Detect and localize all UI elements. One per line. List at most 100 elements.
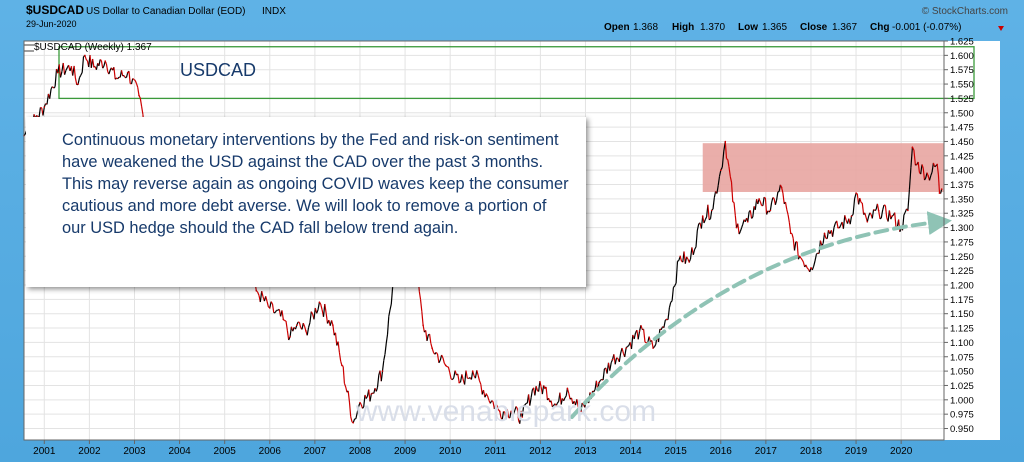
price-point: [720, 169, 722, 171]
price-segment: [516, 408, 520, 421]
price-segment: [356, 406, 360, 413]
price-segment: [363, 394, 366, 407]
source-credit: © StockCharts.com: [922, 6, 1008, 17]
price-segment: [707, 204, 710, 220]
price-point: [789, 232, 792, 235]
price-segment: [123, 75, 126, 78]
price-segment: [786, 209, 789, 215]
y-tick-label: 1.475: [950, 123, 974, 134]
y-tick-label: 1.000: [950, 395, 974, 406]
y-tick-label: 1.275: [950, 237, 974, 248]
price-segment: [78, 75, 82, 78]
price-segment: [633, 332, 637, 340]
price-segment: [878, 210, 881, 219]
y-tick-label: 1.175: [950, 295, 974, 306]
price-segment: [317, 302, 320, 311]
x-tick-label: 2019: [845, 446, 868, 457]
price-segment: [570, 397, 574, 405]
price-segment: [907, 189, 910, 211]
price-point: [747, 221, 749, 223]
price-segment: [132, 78, 135, 81]
y-tick-label: 1.325: [950, 209, 974, 220]
price-point: [370, 393, 373, 395]
price-segment: [482, 389, 486, 398]
price-segment: [931, 162, 934, 173]
price-segment: [894, 212, 897, 228]
price-segment: [506, 409, 510, 418]
price-segment: [728, 166, 731, 177]
price-segment: [576, 399, 579, 408]
price-segment: [133, 79, 136, 81]
price-segment: [430, 342, 433, 349]
price-point: [665, 318, 668, 321]
price-segment: [749, 210, 753, 219]
price-segment: [609, 362, 612, 371]
price-point: [850, 215, 853, 217]
price-segment: [696, 223, 700, 231]
legend-marker: [24, 44, 34, 52]
price-segment: [614, 357, 618, 365]
price-segment: [343, 383, 347, 388]
price-point: [57, 71, 59, 74]
price-segment: [534, 386, 537, 396]
y-tick-label: 1.150: [950, 309, 974, 320]
price-segment: [640, 325, 643, 330]
price-segment: [627, 345, 630, 348]
price-segment: [864, 212, 867, 218]
price-segment: [826, 230, 830, 239]
price-segment: [306, 327, 310, 336]
quote-line: Open 1.368 High 1.370 Low 1.365 Close 1.…: [604, 22, 1004, 33]
price-segment: [54, 68, 58, 87]
price-point: [458, 381, 461, 384]
price-point: [837, 226, 839, 229]
price-segment: [530, 389, 533, 398]
price-segment: [476, 370, 479, 376]
price-segment: [515, 406, 518, 409]
price-segment: [355, 412, 358, 419]
price-segment: [65, 67, 68, 71]
price-segment: [108, 70, 111, 75]
price-segment: [285, 320, 288, 331]
price-segment: [59, 71, 63, 78]
price-segment: [418, 291, 422, 300]
price-segment: [801, 259, 804, 263]
price-segment: [621, 347, 624, 354]
price-segment: [903, 212, 906, 216]
price-segment: [113, 67, 116, 80]
close-label: Close: [800, 22, 828, 33]
price-segment: [871, 209, 875, 219]
price-segment: [325, 313, 329, 324]
x-tick-label: 2006: [259, 446, 282, 457]
price-segment: [563, 397, 566, 402]
price-segment: [816, 252, 819, 255]
price-segment: [496, 405, 499, 410]
y-tick-label: 1.200: [950, 280, 974, 291]
price-segment: [421, 311, 424, 326]
price-segment: [265, 296, 268, 302]
x-tick-label: 2005: [214, 446, 237, 457]
price-segment: [873, 208, 876, 212]
price-segment: [46, 93, 49, 105]
price-segment: [908, 167, 912, 190]
price-segment: [77, 77, 81, 85]
price-segment: [313, 307, 316, 320]
price-point: [611, 358, 614, 361]
price-segment: [849, 216, 853, 225]
price-point: [810, 267, 812, 269]
price-segment: [564, 395, 567, 399]
price-segment: [823, 233, 827, 239]
price-point: [688, 261, 690, 263]
price-segment: [128, 71, 131, 84]
price-segment: [800, 257, 803, 261]
price-segment: [667, 307, 670, 320]
price-segment: [876, 203, 880, 211]
price-segment: [286, 330, 290, 341]
y-tick-label: 1.100: [950, 338, 974, 349]
price-segment: [308, 322, 311, 328]
price-segment: [521, 405, 525, 418]
price-segment: [616, 357, 619, 360]
y-tick-label: 1.575: [950, 65, 974, 76]
price-segment: [811, 265, 815, 271]
y-tick-label: 1.600: [950, 51, 974, 62]
price-segment: [270, 301, 274, 305]
